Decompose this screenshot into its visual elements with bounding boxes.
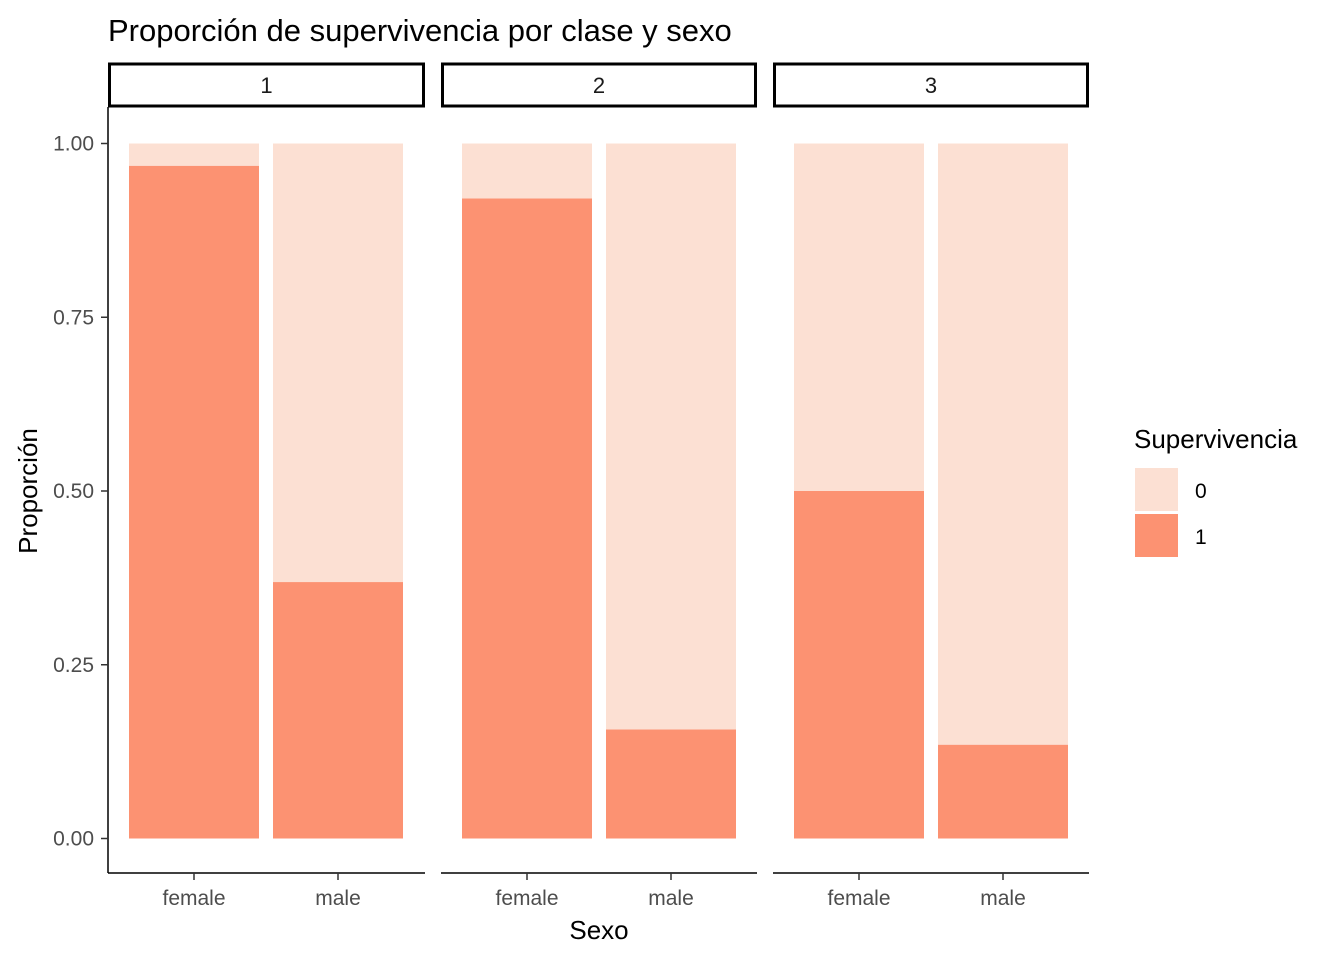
- x-tick-label: female: [495, 887, 558, 910]
- y-tick-label: 0.25: [53, 654, 94, 677]
- chart-title: Proporción de supervivencia por clase y …: [108, 13, 732, 48]
- y-tick-label: 1.00: [53, 133, 94, 156]
- bar-segment: [794, 143, 924, 491]
- facet-strip: [441, 62, 757, 108]
- bar-segment: [273, 143, 403, 583]
- bar-segment: [462, 198, 592, 839]
- legend-label: 1: [1195, 526, 1207, 549]
- bars: [129, 143, 1068, 839]
- x-axis-label: Sexo: [569, 915, 628, 945]
- legend-key: [1135, 468, 1178, 511]
- y-tick-label: 0.50: [53, 480, 94, 503]
- facet-strip-label: 1: [260, 73, 272, 98]
- y-axis-label: Proporción: [13, 428, 43, 554]
- bar-segment: [129, 143, 259, 166]
- bar-segment: [938, 143, 1068, 745]
- facet-strips: 1 2 3: [108, 62, 1089, 108]
- x-tick-label: female: [827, 887, 890, 910]
- facet-strip-label: 2: [593, 73, 605, 98]
- bar-segment: [129, 165, 259, 839]
- x-tick-label: male: [648, 887, 694, 910]
- facet-strip: [773, 62, 1089, 108]
- facet-strip: [108, 62, 425, 108]
- facet-strip-label: 3: [925, 73, 937, 98]
- legend: Supervivencia 0 1: [1134, 424, 1298, 557]
- legend-key: [1135, 514, 1178, 557]
- bar-segment: [273, 582, 403, 839]
- x-tick-label: male: [980, 887, 1026, 910]
- y-axis: 0.00 0.25 0.50 0.75 1.00: [53, 107, 109, 873]
- bar-segment: [462, 143, 592, 199]
- x-tick-label: female: [162, 887, 225, 910]
- y-tick-label: 0.00: [53, 828, 94, 851]
- bar-segment: [794, 491, 924, 839]
- y-tick-label: 0.75: [53, 306, 94, 329]
- bar-segment: [938, 744, 1068, 839]
- legend-title: Supervivencia: [1134, 424, 1298, 454]
- bar-segment: [606, 143, 736, 730]
- bar-segment: [606, 729, 736, 839]
- legend-label: 0: [1195, 480, 1207, 503]
- x-tick-label: male: [315, 887, 361, 910]
- x-axes: female male female male female male: [108, 872, 1089, 910]
